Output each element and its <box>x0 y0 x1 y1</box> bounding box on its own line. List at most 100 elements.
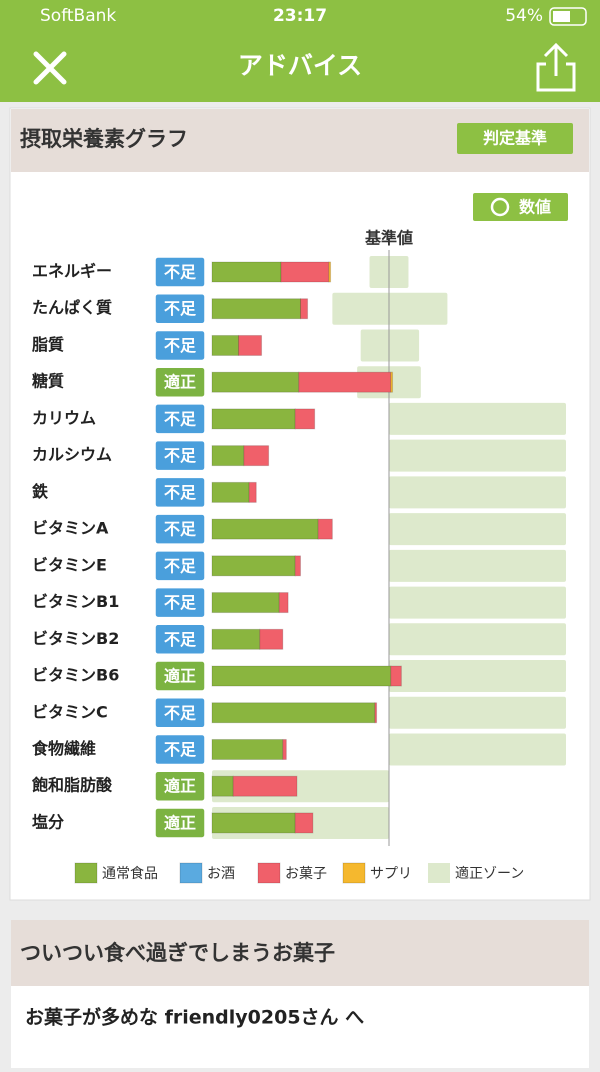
status-badge <box>154 513 206 545</box>
snack-card-title: ついつい食べ過ぎでしまうお菓子 <box>20 941 335 965</box>
nutrient-label: ビタミンB6 <box>32 666 119 685</box>
status-badge <box>154 439 206 472</box>
nutrient-label: エネルギー <box>32 262 112 281</box>
criteria-button-label: 判定基準 <box>483 129 547 148</box>
status-label: 適正 <box>164 813 196 832</box>
status-badge <box>154 256 206 288</box>
ideal-zone <box>332 292 448 325</box>
bar-segment <box>259 628 284 650</box>
status-badge <box>154 403 206 435</box>
nutrient-label: ビタミンB2 <box>32 629 119 648</box>
bar-segment <box>294 555 302 577</box>
bar-segment <box>294 408 316 430</box>
refresh-icon <box>490 197 510 217</box>
legend-label: お菓子 <box>285 866 327 882</box>
snack-card-body <box>11 986 589 1068</box>
status-label: 不足 <box>164 740 197 759</box>
status-label: 適正 <box>164 777 196 796</box>
status-label: 適正 <box>164 373 196 392</box>
nutrient-label: 脂質 <box>32 335 64 354</box>
status-badge <box>154 660 206 692</box>
legend-label: 適正ゾーン <box>455 865 524 882</box>
bar-segment <box>328 261 332 283</box>
ideal-zone <box>360 329 420 362</box>
bar-segment <box>238 334 263 356</box>
status-badge <box>154 697 206 729</box>
ideal-zone <box>389 476 566 509</box>
bar-segment <box>211 298 301 320</box>
bar-segment <box>298 371 392 393</box>
bar-segment <box>390 371 394 393</box>
ideal-zone <box>389 513 566 546</box>
reference-label: 基準値 <box>364 229 413 248</box>
status-badge <box>154 550 206 582</box>
status-label: 不足 <box>164 409 197 428</box>
nutrient-label: たんぱく質 <box>32 298 112 317</box>
legend-swatch <box>74 862 98 884</box>
clock: 23:17 <box>273 6 327 26</box>
nutrient-label: 塩分 <box>32 812 64 831</box>
ideal-zone <box>389 586 566 619</box>
bar-segment <box>211 628 261 650</box>
bar-segment <box>248 481 257 503</box>
status-label: 不足 <box>164 630 197 649</box>
status-label: 適正 <box>164 667 196 686</box>
bar-segment <box>300 298 309 320</box>
bar-segment <box>211 408 296 430</box>
status-label: 不足 <box>164 483 197 502</box>
status-badge <box>154 733 206 766</box>
status-badge <box>154 807 206 839</box>
status-badge <box>154 329 206 362</box>
ideal-zone <box>389 402 566 435</box>
nutrient-label: 鉄 <box>32 482 48 501</box>
bar-segment <box>211 702 376 724</box>
screen-title: アドバイス <box>238 51 362 80</box>
ideal-zone <box>389 439 566 472</box>
status-badge <box>154 623 206 656</box>
bar-segment <box>280 261 330 283</box>
status-badge <box>154 366 206 398</box>
bar-segment <box>211 738 284 760</box>
status-label: 不足 <box>164 446 197 465</box>
nutrient-label: ビタミンC <box>32 702 108 721</box>
status-label: 不足 <box>164 556 197 575</box>
bar-segment <box>211 261 282 283</box>
bar-segment <box>278 592 289 614</box>
status-label: 不足 <box>164 520 197 539</box>
bar-segment <box>232 775 298 797</box>
battery-icon <box>549 7 587 26</box>
bar-segment <box>211 592 280 614</box>
status-badge <box>154 292 206 325</box>
snack-message: お菓子が多めな friendly0205さん へ <box>25 1006 364 1029</box>
bar-segment <box>243 445 270 467</box>
legend-swatch <box>257 862 281 884</box>
criteria-button[interactable] <box>457 123 573 154</box>
ideal-zone <box>389 660 566 693</box>
battery-level: 54% <box>505 6 543 26</box>
bar-segment <box>211 812 296 834</box>
legend-swatch <box>179 862 203 884</box>
close-button[interactable] <box>33 51 67 85</box>
status-label: 不足 <box>164 263 197 282</box>
legend-label: サプリ <box>370 866 412 882</box>
nutrient-label: カルシウム <box>32 445 112 464</box>
bar-segment <box>294 812 314 834</box>
bar-segment <box>211 334 240 356</box>
share-button[interactable] <box>536 42 576 92</box>
status-label: 不足 <box>164 703 197 722</box>
bar-segment <box>317 518 333 540</box>
status-label: 不足 <box>164 299 197 318</box>
bar-segment <box>374 702 378 724</box>
nutrient-label: ビタミンE <box>32 555 107 574</box>
nutrient-label: 糖質 <box>32 372 64 391</box>
status-label: 不足 <box>164 336 197 355</box>
bar-segment <box>282 738 287 760</box>
legend-label: 通常食品 <box>102 865 158 882</box>
bar-segment <box>211 555 296 577</box>
nutrient-label: ビタミンA <box>32 519 109 538</box>
ideal-zone <box>389 696 566 729</box>
bar-segment <box>211 481 250 503</box>
value-button-label: 数値 <box>519 198 551 217</box>
